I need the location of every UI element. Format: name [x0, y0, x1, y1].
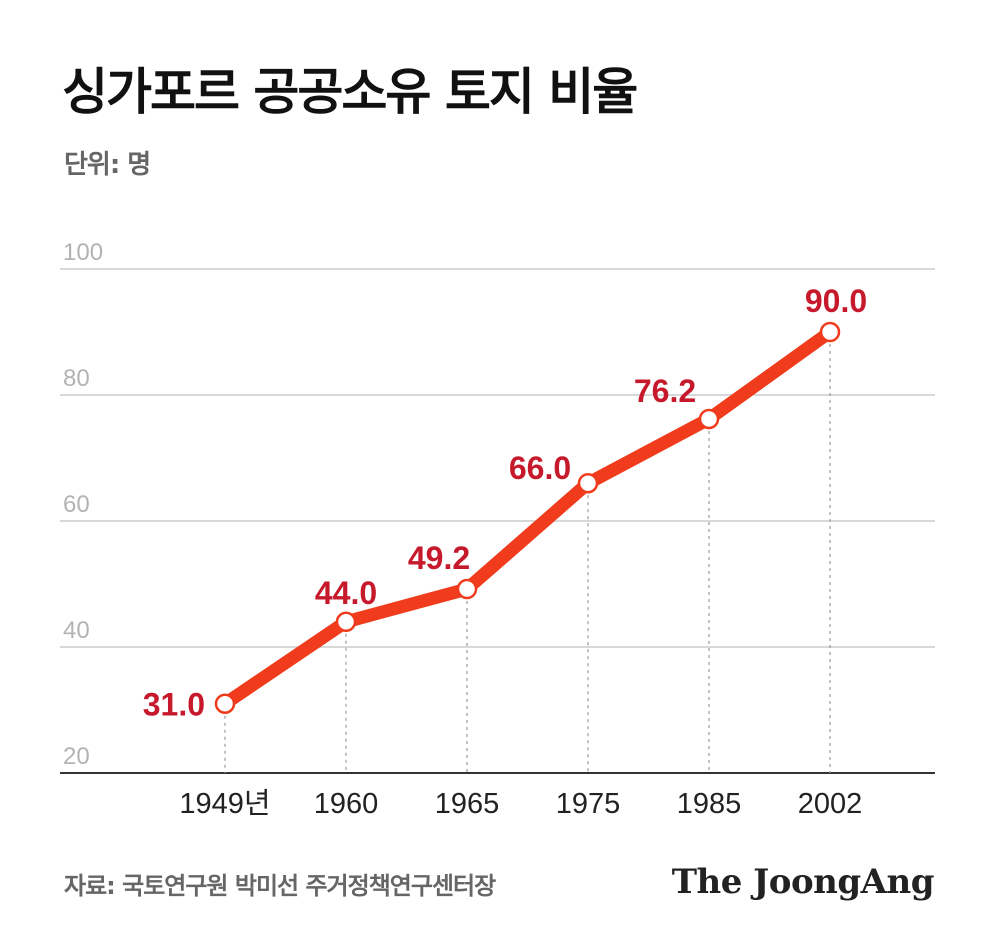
y-tick-label: 80 — [63, 365, 90, 392]
data-point — [456, 578, 478, 600]
series-line-layer — [218, 325, 837, 711]
publisher-logo: The JoongAng — [671, 862, 935, 902]
data-label: 49.2 — [408, 540, 470, 576]
data-labels: 31.0 44.0 49.2 66.0 76.2 90.0 — [143, 283, 867, 723]
x-tick-label: 1949년 — [179, 788, 270, 820]
source-note: 자료: 국토연구원 박미선 주거정책연구센터장 — [64, 872, 496, 900]
x-tick-label: 1985 — [677, 788, 742, 820]
data-label: 66.0 — [509, 450, 571, 486]
data-point — [335, 611, 357, 633]
x-tick-label: 1960 — [314, 788, 379, 820]
y-tick-label: 100 — [63, 239, 103, 266]
data-point — [214, 693, 236, 714]
data-point — [819, 321, 841, 343]
data-point — [698, 408, 720, 430]
x-tick-label: 1965 — [435, 788, 500, 820]
unit-label: 단위: 명 — [64, 150, 151, 180]
data-label: 76.2 — [634, 373, 696, 409]
series-line — [218, 325, 837, 711]
chart-title: 싱가포르 공공소유 토지 비율 — [62, 63, 638, 121]
y-tick-label: 40 — [63, 617, 90, 644]
data-point — [577, 472, 599, 494]
x-axis-ticks: 1949년 1960 1965 1975 1985 2002 — [179, 788, 862, 820]
data-points — [214, 321, 841, 714]
data-label: 31.0 — [143, 687, 205, 723]
data-label: 90.0 — [805, 283, 867, 319]
y-tick-label: 20 — [63, 743, 90, 770]
grid-lines: 20 40 60 80 100 — [60, 239, 935, 774]
x-tick-label: 2002 — [798, 788, 863, 820]
data-label: 44.0 — [315, 575, 377, 611]
x-tick-label: 1975 — [556, 788, 621, 820]
guide-lines — [224, 344, 831, 773]
y-tick-label: 60 — [63, 491, 90, 518]
